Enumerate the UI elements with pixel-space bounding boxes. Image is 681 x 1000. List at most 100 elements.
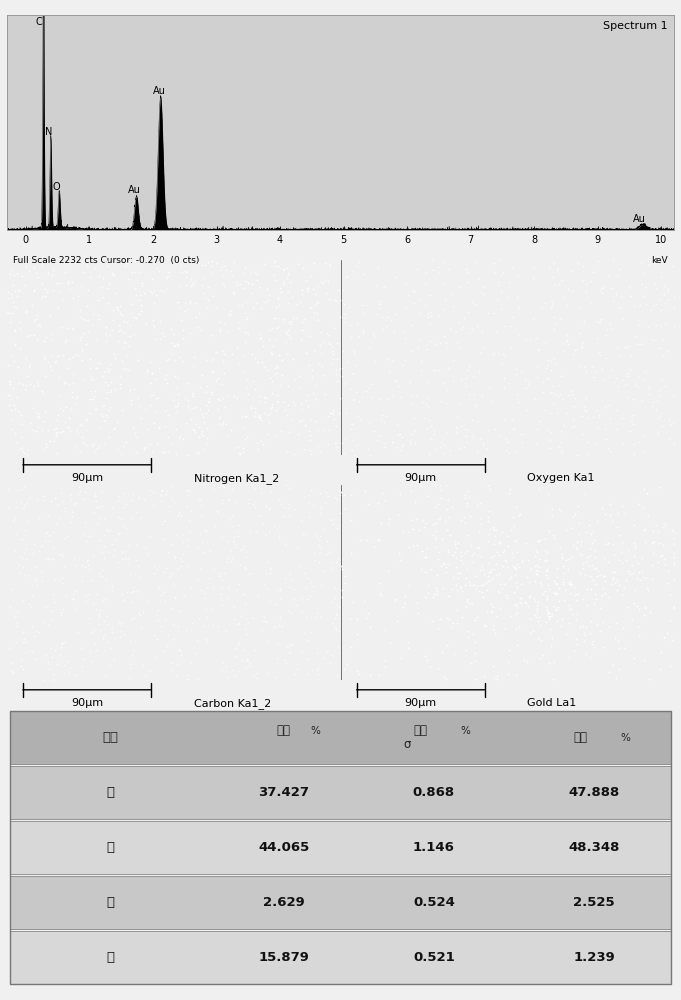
Point	[113, 488, 124, 504]
Point	[650, 276, 661, 292]
Point	[77, 658, 88, 674]
Point	[285, 274, 296, 290]
Point	[542, 352, 553, 368]
Point	[284, 638, 295, 654]
Point	[264, 322, 275, 338]
Point	[548, 530, 559, 546]
Point	[489, 522, 500, 538]
Point	[95, 509, 106, 525]
Point	[216, 590, 227, 606]
Point	[471, 413, 482, 429]
Point	[251, 670, 262, 686]
Point	[347, 432, 358, 448]
Point	[638, 265, 649, 281]
Point	[191, 295, 202, 311]
Point	[527, 270, 538, 286]
Point	[379, 439, 390, 455]
Point	[101, 280, 112, 296]
Point	[488, 347, 498, 363]
Point	[377, 407, 387, 423]
Point	[147, 285, 158, 301]
Point	[123, 271, 133, 287]
Point	[633, 627, 644, 643]
Point	[217, 492, 228, 508]
Point	[442, 492, 453, 508]
Point	[623, 368, 634, 384]
Point	[165, 536, 176, 552]
Point	[91, 515, 102, 531]
Point	[568, 346, 579, 362]
Point	[215, 314, 225, 330]
Point	[496, 524, 507, 540]
Point	[127, 264, 138, 280]
Point	[502, 528, 513, 544]
Point	[67, 586, 78, 602]
Point	[98, 630, 109, 646]
Point	[80, 336, 91, 352]
Point	[5, 387, 16, 403]
Point	[262, 281, 273, 297]
Point	[63, 376, 74, 392]
Point	[245, 398, 256, 414]
Point	[184, 512, 195, 528]
Point	[97, 544, 108, 560]
Point	[349, 343, 360, 359]
Point	[156, 482, 167, 498]
Point	[304, 588, 315, 604]
Point	[196, 277, 207, 293]
Point	[503, 274, 514, 290]
Point	[582, 581, 592, 597]
Point	[193, 444, 204, 460]
Point	[383, 363, 394, 379]
Point	[105, 522, 116, 538]
Point	[269, 258, 280, 274]
Point	[156, 587, 167, 603]
Point	[454, 579, 465, 595]
Point	[177, 546, 188, 562]
Point	[196, 497, 207, 513]
Point	[460, 421, 471, 437]
Point	[3, 284, 14, 300]
Point	[214, 479, 225, 495]
Point	[603, 440, 614, 456]
Point	[486, 604, 497, 620]
Point	[125, 656, 136, 672]
Point	[13, 359, 24, 375]
Point	[315, 505, 326, 521]
Point	[565, 601, 576, 617]
Point	[94, 616, 105, 632]
Point	[33, 624, 44, 640]
Point	[31, 651, 42, 667]
Point	[151, 260, 162, 276]
Point	[417, 512, 428, 528]
Point	[212, 618, 223, 634]
Point	[326, 647, 337, 663]
Point	[169, 398, 180, 414]
Point	[531, 421, 542, 437]
Point	[19, 522, 30, 538]
Point	[81, 257, 92, 273]
Point	[669, 436, 680, 452]
Point	[472, 547, 483, 563]
Point	[522, 402, 533, 418]
Point	[554, 311, 565, 327]
Point	[339, 568, 350, 584]
Point	[508, 549, 519, 565]
Point	[234, 634, 245, 650]
Point	[387, 434, 398, 450]
Point	[104, 384, 115, 400]
Point	[27, 618, 38, 634]
Point	[563, 601, 574, 617]
Point	[434, 307, 445, 323]
Point	[610, 575, 621, 591]
Point	[310, 297, 321, 313]
Point	[266, 373, 277, 389]
Point	[396, 438, 407, 454]
Point	[640, 600, 651, 616]
Point	[468, 368, 479, 384]
Point	[454, 279, 464, 295]
Point	[424, 659, 435, 675]
Point	[624, 279, 635, 295]
Point	[578, 556, 589, 572]
Point	[353, 328, 364, 344]
